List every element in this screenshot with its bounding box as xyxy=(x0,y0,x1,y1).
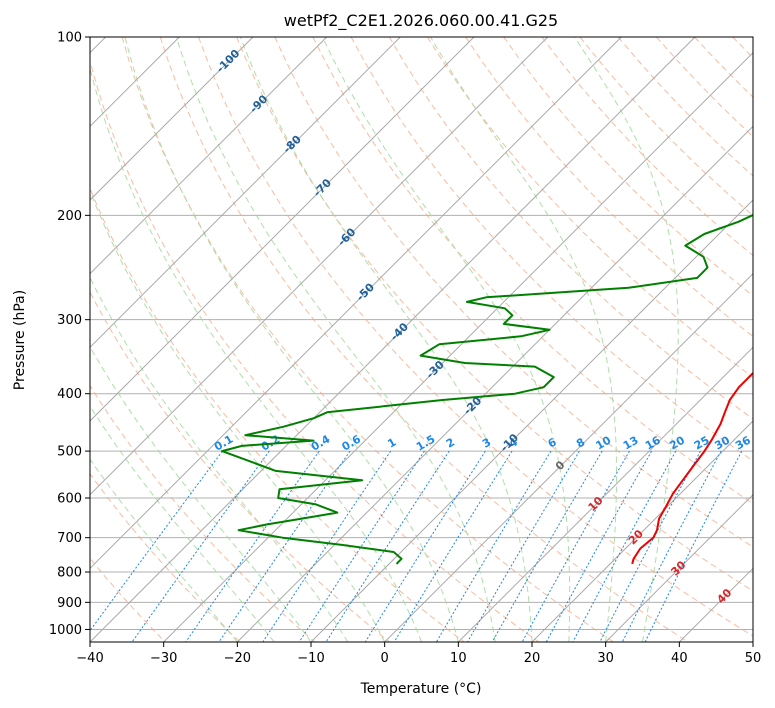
plot-frame xyxy=(89,36,754,643)
mixing-ratio-line xyxy=(599,450,701,642)
isotherm xyxy=(531,420,753,642)
y-axis-label: Pressure (hPa) xyxy=(12,290,28,390)
mixing-ratio-line xyxy=(621,450,722,642)
y-tick-label: 1000 xyxy=(49,623,82,638)
x-tick-label: −40 xyxy=(76,651,103,666)
isotherm xyxy=(384,272,753,642)
y-tick-label: 900 xyxy=(57,596,82,611)
isotherm xyxy=(90,37,401,349)
x-tick-label: −20 xyxy=(224,651,251,666)
x-tick-label: 10 xyxy=(450,651,467,666)
moist-adiabat xyxy=(239,37,533,642)
mixing-ratio-line xyxy=(262,450,392,642)
x-axis-label: Temperature (°C) xyxy=(360,681,482,697)
dewpoint-profile xyxy=(221,213,753,565)
temperature-profile xyxy=(631,371,753,565)
isotherm xyxy=(90,37,254,201)
moist-adiabat xyxy=(90,276,349,642)
dry-adiabat xyxy=(771,37,775,642)
isotherm xyxy=(90,37,622,570)
isotherm xyxy=(310,199,753,642)
x-tick-label: 40 xyxy=(671,651,688,666)
moist-adiabat xyxy=(124,37,459,642)
y-tick-label: 200 xyxy=(57,209,82,224)
chart-title: wetPf2_C2E1.2026.060.00.41.G25 xyxy=(284,11,558,31)
mixing-ratio-line xyxy=(521,450,630,642)
dry-adiabat xyxy=(121,37,614,642)
dry-adiabat xyxy=(274,37,753,548)
dry-adiabat xyxy=(90,384,316,642)
y-tick-label: 800 xyxy=(57,566,82,581)
mixing-ratio-line xyxy=(572,450,677,642)
y-tick-label: 400 xyxy=(57,387,82,402)
y-axis: 100 200 300 400 500 600 700 800 900 1000 xyxy=(49,31,90,638)
dry-adiabat xyxy=(90,59,540,642)
dry-adiabat xyxy=(159,37,689,642)
dry-adiabat xyxy=(426,37,753,378)
mixing-ratio-line xyxy=(491,450,603,642)
x-tick-label: 0 xyxy=(381,651,389,666)
moist-adiabat xyxy=(90,65,422,642)
y-tick-label: 700 xyxy=(57,531,82,546)
dry-adiabat xyxy=(90,557,166,642)
y-tick-label: 300 xyxy=(57,313,82,328)
x-tick-label: 20 xyxy=(524,651,541,666)
mixing-ratio-line xyxy=(185,450,320,642)
isotherm xyxy=(752,641,753,642)
moist-adiabat xyxy=(90,458,238,642)
y-tick-label: 600 xyxy=(57,492,82,507)
isotherm xyxy=(457,346,753,642)
plot-background xyxy=(90,37,753,642)
moist-adiabat xyxy=(90,405,275,642)
mixing-ratio-line xyxy=(393,450,513,642)
isotherm xyxy=(90,37,549,496)
isotherm xyxy=(90,37,696,642)
mixing-ratio-line xyxy=(364,450,486,642)
profiles xyxy=(221,213,753,565)
isotherm xyxy=(605,493,753,642)
mixing-ratio-line xyxy=(545,450,653,642)
moist-adiabat xyxy=(430,37,617,642)
y-tick-label: 100 xyxy=(57,31,82,46)
moist-adiabat xyxy=(90,189,386,642)
mixing-ratio-line xyxy=(298,450,425,642)
x-tick-label: 50 xyxy=(745,651,762,666)
moist-adiabat xyxy=(175,37,496,642)
isotherm xyxy=(90,37,475,422)
mixing-ratio-line xyxy=(131,450,270,642)
isotherm xyxy=(163,51,753,642)
isotherm xyxy=(90,37,328,275)
isotherm xyxy=(236,125,753,642)
dry-adiabat xyxy=(388,37,753,420)
mixing-ratio-line xyxy=(218,450,351,642)
moist-adiabat xyxy=(322,37,571,642)
x-axis: −40 −30 −20 −10 0 10 20 30 40 50 xyxy=(76,642,761,666)
x-tick-label: −30 xyxy=(150,651,177,666)
mixing-ratio-line xyxy=(90,450,223,632)
y-tick-label: 500 xyxy=(57,445,82,460)
x-tick-label: −10 xyxy=(297,651,324,666)
mixing-ratio-line xyxy=(644,450,743,642)
dry-adiabat xyxy=(90,186,465,642)
x-tick-label: 30 xyxy=(597,651,614,666)
